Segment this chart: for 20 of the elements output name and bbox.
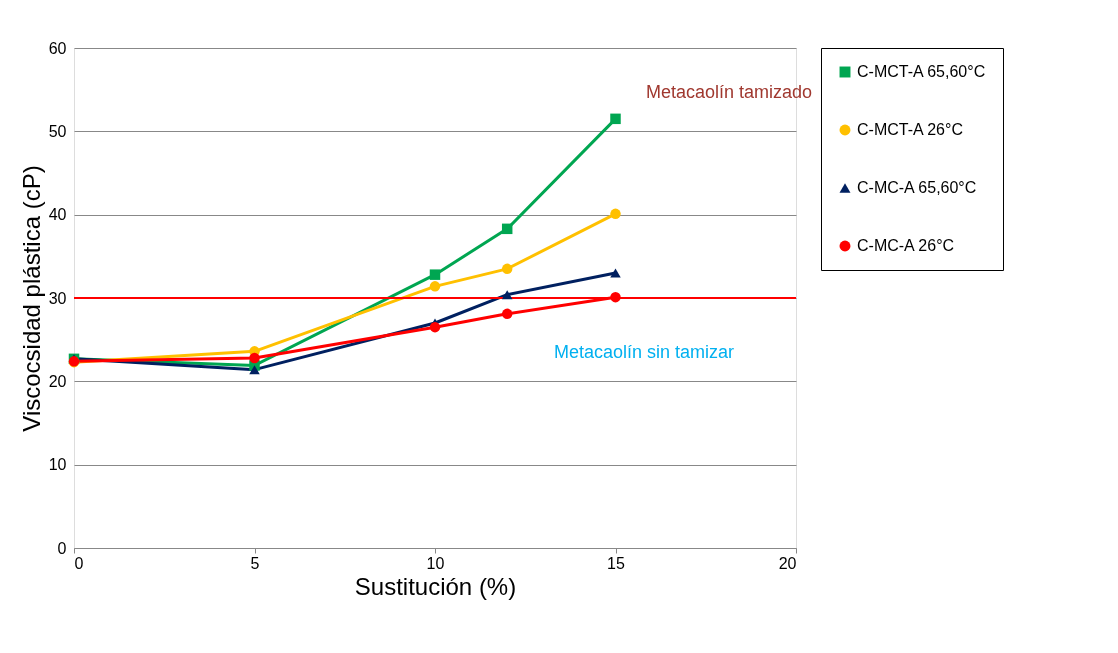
legend-label: C-MCT-A 26°C bbox=[857, 121, 963, 138]
x-tick-label: 10 bbox=[426, 554, 445, 572]
x-tick-label: 0 bbox=[74, 554, 84, 572]
y-tick-label: 30 bbox=[48, 289, 67, 307]
y-tick-label: 20 bbox=[48, 372, 67, 390]
annotation: Metacaolín tamizado bbox=[645, 82, 813, 102]
x-tick-label: 5 bbox=[250, 554, 260, 572]
y-tick-label: 50 bbox=[48, 122, 67, 140]
x-axis-title: Sustitución (%) bbox=[354, 572, 517, 600]
y-tick-label: 40 bbox=[48, 206, 67, 224]
y-tick-label: 10 bbox=[48, 456, 67, 474]
y-axis-title: Viscocsidad plástica (cP) bbox=[17, 165, 45, 432]
legend-label: C-MC-A 26°C bbox=[857, 237, 955, 254]
annotation: Metacaolín sin tamizar bbox=[553, 342, 735, 362]
x-tick-label: 15 bbox=[607, 554, 625, 572]
y-tick-label: 0 bbox=[57, 539, 67, 557]
y-tick-label: 60 bbox=[48, 39, 67, 57]
x-tick-label: 20 bbox=[778, 554, 797, 572]
legend-label: C-MC-A 65,60°C bbox=[857, 179, 977, 196]
legend-label: C-MCT-A 65,60°C bbox=[857, 63, 986, 80]
